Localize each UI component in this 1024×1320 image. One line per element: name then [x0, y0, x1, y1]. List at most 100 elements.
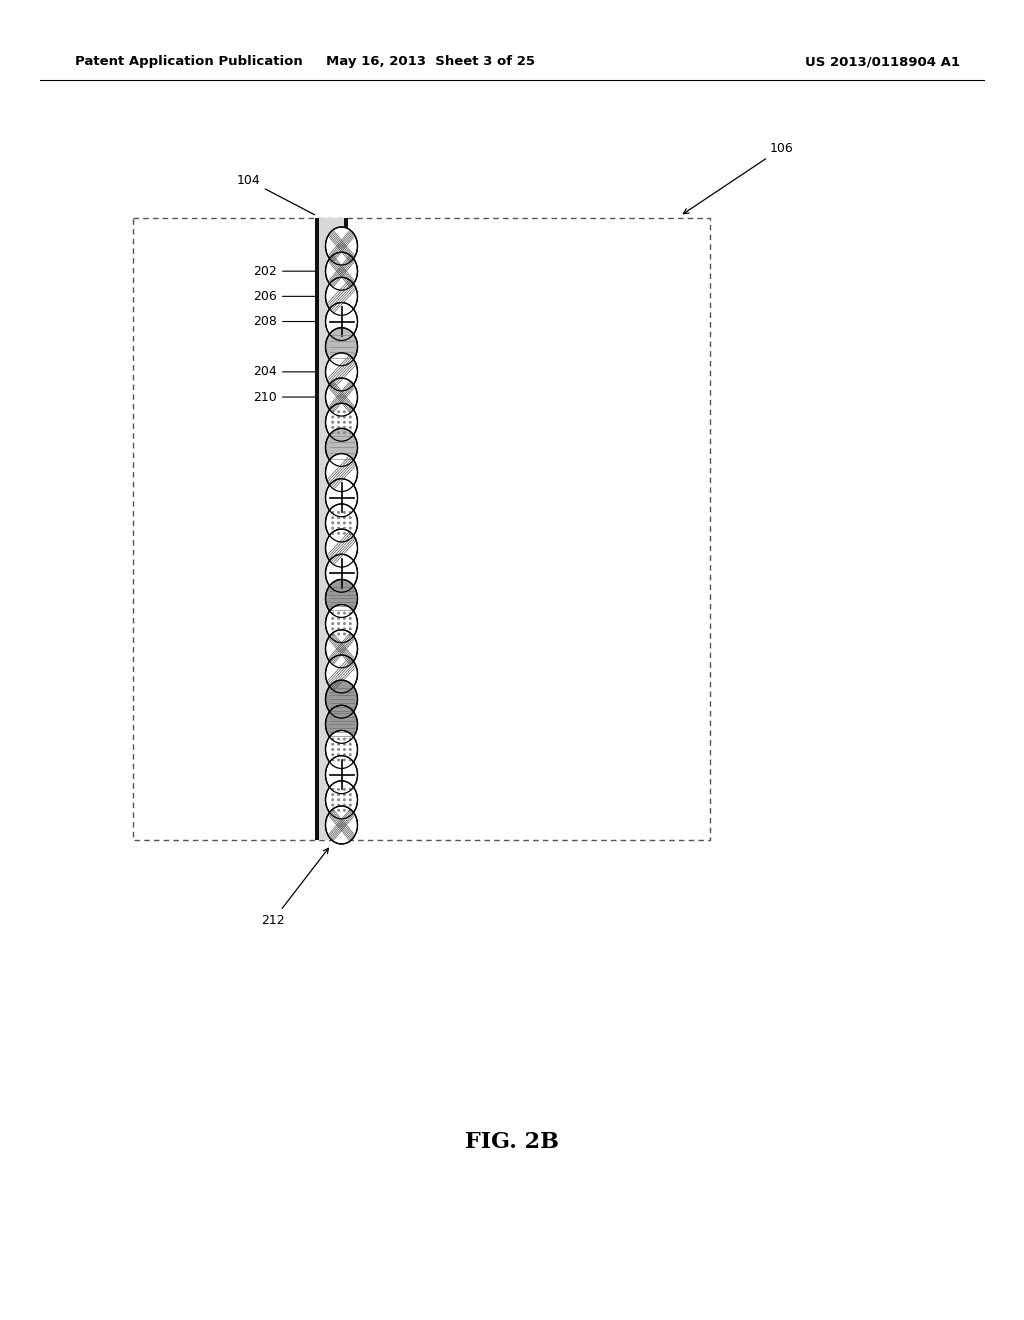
Ellipse shape	[326, 807, 357, 843]
Circle shape	[331, 416, 334, 418]
Circle shape	[331, 788, 334, 791]
Text: FIG. 2B: FIG. 2B	[465, 1131, 559, 1152]
Ellipse shape	[326, 730, 357, 768]
Circle shape	[343, 809, 346, 812]
Ellipse shape	[326, 227, 357, 265]
Circle shape	[349, 759, 352, 762]
Ellipse shape	[326, 454, 357, 491]
Circle shape	[337, 627, 340, 631]
Circle shape	[331, 611, 334, 615]
Circle shape	[331, 527, 334, 529]
Circle shape	[343, 622, 346, 626]
Circle shape	[343, 627, 346, 631]
Ellipse shape	[326, 579, 357, 618]
Circle shape	[331, 759, 334, 762]
Circle shape	[331, 809, 334, 812]
Bar	[133, 218, 710, 840]
Ellipse shape	[326, 454, 357, 491]
Circle shape	[331, 627, 334, 631]
Circle shape	[343, 632, 346, 635]
Circle shape	[349, 804, 352, 807]
Circle shape	[343, 799, 346, 801]
Circle shape	[349, 788, 352, 791]
Circle shape	[343, 516, 346, 519]
Ellipse shape	[326, 378, 357, 416]
Circle shape	[349, 627, 352, 631]
Circle shape	[331, 804, 334, 807]
Circle shape	[349, 511, 352, 513]
Circle shape	[331, 799, 334, 801]
Circle shape	[331, 426, 334, 429]
Circle shape	[331, 432, 334, 434]
Circle shape	[331, 622, 334, 626]
Ellipse shape	[326, 755, 357, 793]
Ellipse shape	[326, 277, 357, 315]
Circle shape	[331, 738, 334, 741]
Ellipse shape	[326, 302, 357, 341]
Ellipse shape	[326, 378, 357, 416]
Ellipse shape	[326, 277, 357, 315]
Text: 104: 104	[237, 173, 314, 215]
Text: US 2013/0118904 A1: US 2013/0118904 A1	[805, 55, 961, 69]
Circle shape	[349, 743, 352, 746]
Circle shape	[343, 754, 346, 756]
Ellipse shape	[326, 680, 357, 718]
Circle shape	[331, 411, 334, 413]
Circle shape	[343, 759, 346, 762]
Text: 210: 210	[253, 391, 315, 404]
Ellipse shape	[326, 352, 357, 391]
Ellipse shape	[326, 579, 357, 618]
Ellipse shape	[326, 755, 357, 793]
Ellipse shape	[326, 730, 357, 768]
Ellipse shape	[326, 252, 357, 290]
Ellipse shape	[326, 529, 357, 568]
Ellipse shape	[326, 554, 357, 593]
Circle shape	[337, 432, 340, 434]
Ellipse shape	[326, 352, 357, 391]
Ellipse shape	[326, 781, 357, 818]
Ellipse shape	[326, 630, 357, 668]
Circle shape	[337, 748, 340, 751]
Circle shape	[343, 426, 346, 429]
Circle shape	[349, 527, 352, 529]
Circle shape	[337, 516, 340, 519]
Circle shape	[337, 521, 340, 524]
Text: 208: 208	[253, 315, 315, 329]
Circle shape	[343, 411, 346, 413]
Circle shape	[331, 743, 334, 746]
Ellipse shape	[326, 605, 357, 643]
Text: Patent Application Publication: Patent Application Publication	[75, 55, 303, 69]
Text: 202: 202	[253, 265, 315, 277]
Ellipse shape	[326, 705, 357, 743]
Circle shape	[331, 748, 334, 751]
Ellipse shape	[326, 479, 357, 516]
Circle shape	[337, 622, 340, 626]
Circle shape	[337, 416, 340, 418]
Circle shape	[337, 611, 340, 615]
Circle shape	[349, 416, 352, 418]
Circle shape	[331, 632, 334, 635]
Circle shape	[331, 516, 334, 519]
Circle shape	[343, 611, 346, 615]
Circle shape	[337, 426, 340, 429]
Circle shape	[337, 532, 340, 535]
Circle shape	[337, 804, 340, 807]
Circle shape	[343, 416, 346, 418]
Circle shape	[331, 421, 334, 424]
Circle shape	[337, 793, 340, 796]
Circle shape	[349, 809, 352, 812]
Circle shape	[343, 432, 346, 434]
Circle shape	[343, 804, 346, 807]
Circle shape	[331, 616, 334, 620]
Text: 106: 106	[683, 141, 794, 214]
Circle shape	[331, 793, 334, 796]
Circle shape	[343, 521, 346, 524]
Circle shape	[349, 521, 352, 524]
Ellipse shape	[326, 781, 357, 818]
Circle shape	[343, 793, 346, 796]
Bar	[344, 218, 348, 840]
Bar	[319, 218, 344, 840]
Ellipse shape	[326, 479, 357, 516]
Circle shape	[349, 426, 352, 429]
Ellipse shape	[326, 327, 357, 366]
